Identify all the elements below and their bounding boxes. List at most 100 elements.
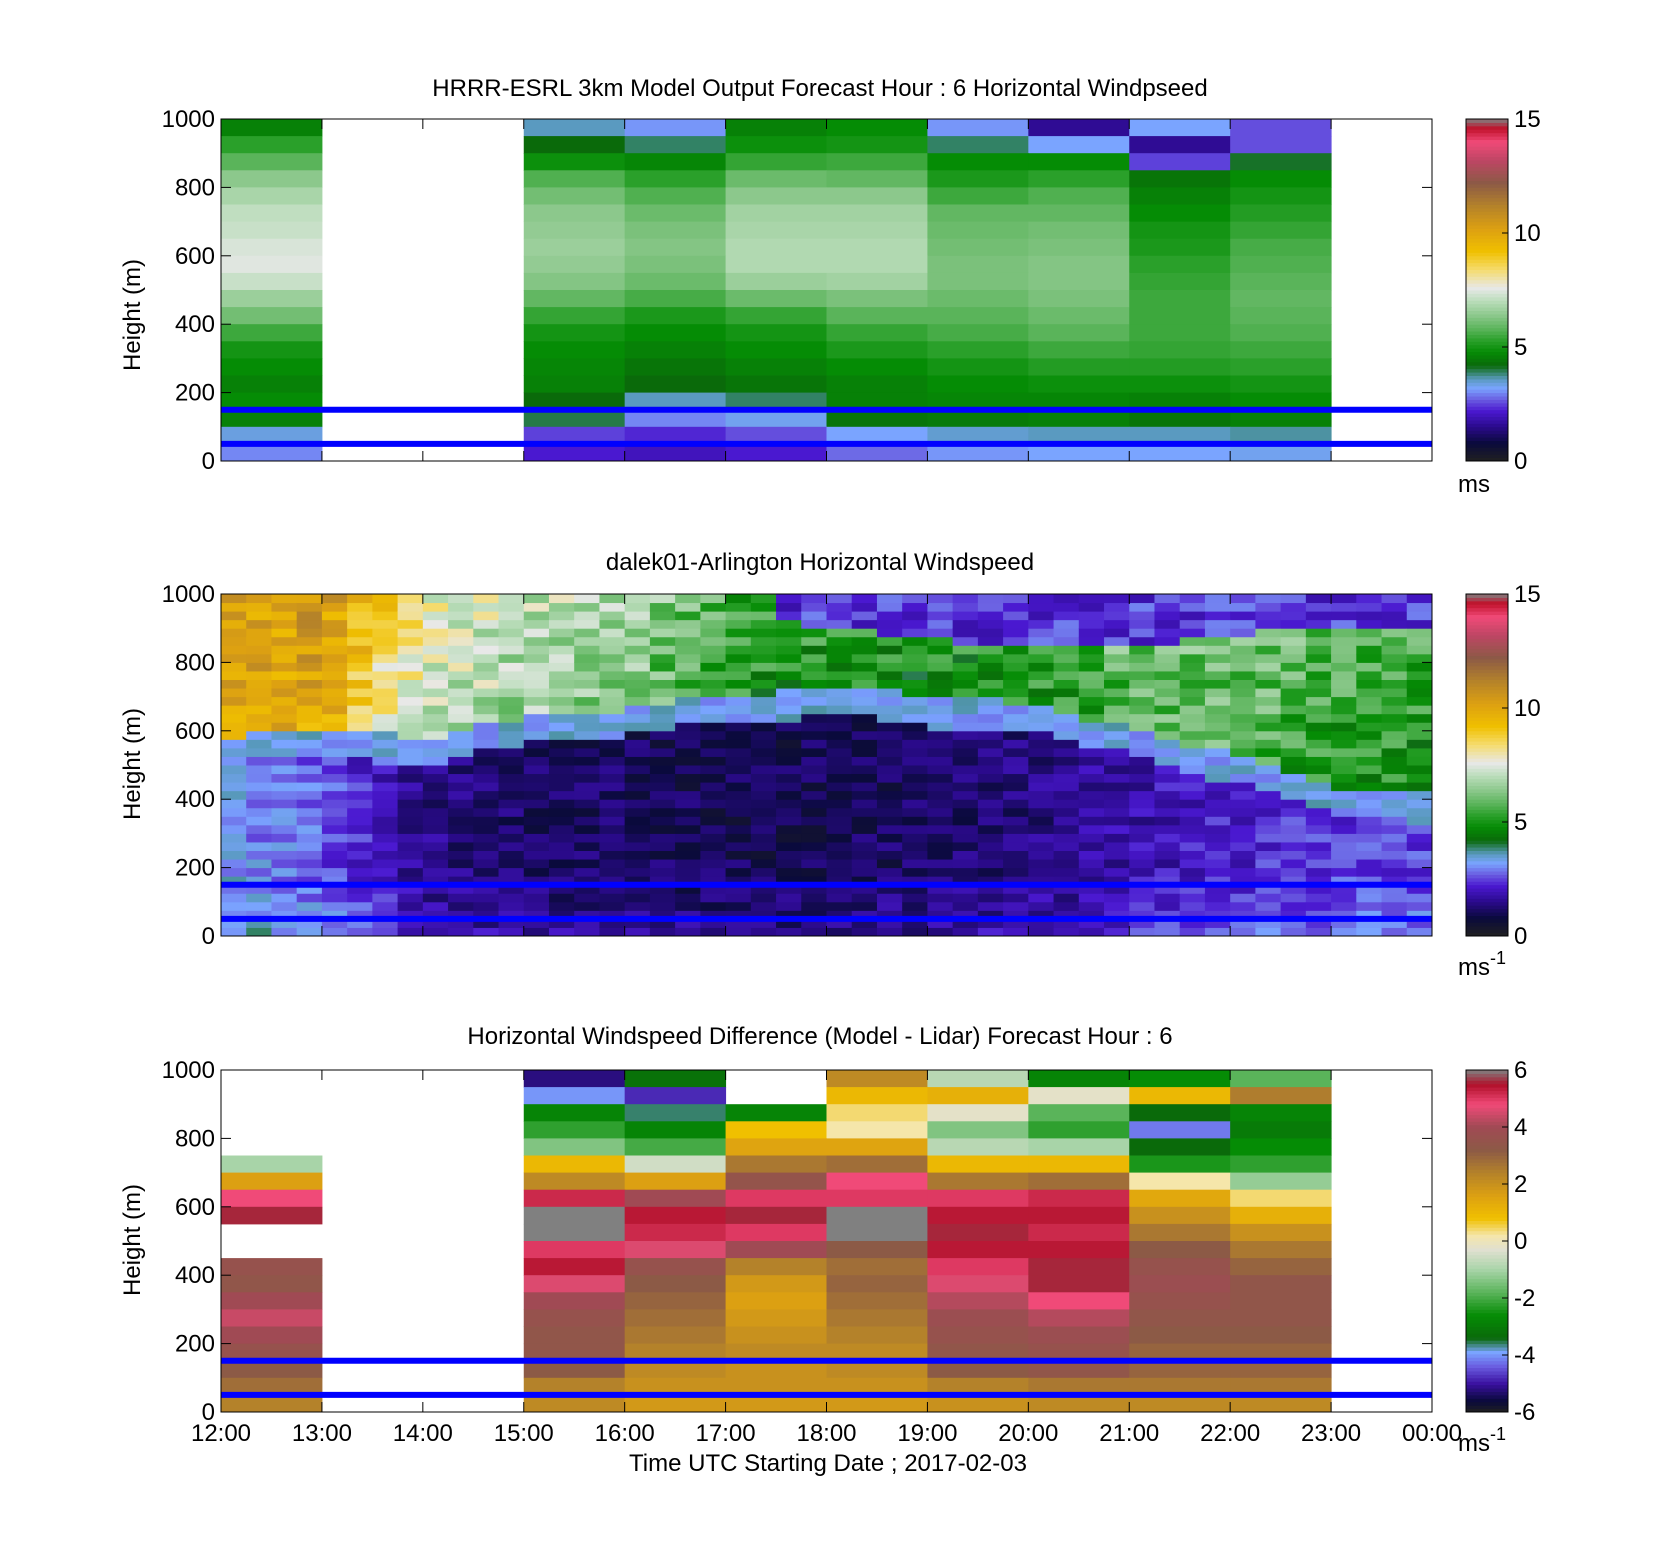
heat-cell: [574, 713, 600, 723]
heat-cell: [902, 705, 928, 715]
heat-cell: [927, 375, 1029, 394]
colorbar-segment: [1466, 211, 1508, 216]
heat-cell: [977, 765, 1004, 775]
heat-cell: [1356, 859, 1383, 869]
heat-cell: [473, 927, 500, 937]
heat-cell: [776, 611, 802, 621]
heat-cell: [271, 747, 298, 757]
heat-cell: [221, 918, 247, 928]
heat-cell: [1028, 1104, 1130, 1122]
heat-cell: [927, 392, 1029, 411]
heat-cell: [422, 705, 449, 715]
heat-cell: [221, 602, 247, 612]
x-tick-label: 00:00: [1402, 1420, 1462, 1447]
heat-cell: [1003, 841, 1029, 851]
heat-cell: [675, 790, 701, 800]
heat-cell: [1406, 602, 1433, 612]
colorbar-segment: [1466, 696, 1508, 701]
heat-cell: [776, 747, 802, 757]
heat-cell: [927, 876, 954, 886]
heat-cell: [1406, 841, 1433, 851]
heat-cell: [372, 901, 399, 911]
heat-cell: [1078, 867, 1105, 877]
heat-cell: [296, 824, 323, 834]
heat-cell: [776, 679, 802, 689]
y-tick-label: 400: [175, 311, 215, 338]
heat-cell: [599, 782, 626, 792]
heat-cell: [347, 636, 373, 646]
colorbar-segment: [1466, 1124, 1508, 1129]
heat-cell: [801, 730, 827, 740]
heat-cell: [624, 1292, 727, 1310]
heat-cell: [548, 850, 575, 860]
heat-cell: [1104, 816, 1130, 826]
heat-cell: [851, 747, 878, 757]
heat-cell: [826, 1189, 928, 1208]
heat-cell: [372, 747, 399, 757]
heat-cell: [221, 324, 323, 342]
heat-cell: [1406, 653, 1433, 663]
heat-cell: [523, 153, 626, 171]
heat-cell: [296, 918, 323, 928]
heat-cell: [624, 756, 651, 766]
heat-cell: [1053, 867, 1080, 877]
heat-cell: [372, 679, 399, 689]
heat-cell: [296, 619, 323, 629]
heat-cell: [776, 739, 802, 749]
colorbar-segment: [1466, 888, 1508, 893]
heat-cell: [523, 833, 550, 843]
heat-cell: [1129, 1104, 1231, 1122]
heat-cell: [1381, 893, 1408, 903]
heat-cell: [927, 850, 954, 860]
heat-cell: [675, 765, 701, 775]
heat-cell: [1381, 918, 1408, 928]
heat-cell: [1179, 722, 1206, 732]
heat-cell: [725, 307, 827, 325]
heat-cell: [347, 730, 373, 740]
colorbar-segment: [1466, 607, 1508, 612]
heat-cell: [1381, 628, 1408, 638]
heat-cell: [1280, 765, 1307, 775]
heat-cell: [826, 1241, 928, 1259]
heat-cell: [1003, 756, 1029, 766]
colorbar-segment: [1466, 812, 1508, 817]
heat-cell: [1280, 790, 1307, 800]
heat-cell: [851, 756, 878, 766]
heat-cell: [725, 884, 752, 894]
colorbar-segment: [1466, 775, 1508, 780]
heat-cell: [1280, 867, 1307, 877]
heat-cell: [801, 645, 827, 655]
heat-cell: [1381, 807, 1408, 817]
heat-cell: [1381, 713, 1408, 723]
heat-cell: [296, 901, 323, 911]
heat-cell: [1053, 893, 1080, 903]
heat-cell: [1154, 662, 1181, 672]
heat-cell: [700, 747, 727, 757]
heat-cell: [1028, 204, 1130, 223]
heat-cell: [1028, 782, 1055, 792]
heat-cell: [1053, 765, 1080, 775]
heat-cell: [801, 867, 827, 877]
heat-cell: [1053, 807, 1080, 817]
colorbar-segment: [1466, 877, 1508, 882]
heat-cell: [700, 867, 727, 877]
heat-cell: [548, 619, 575, 629]
heat-cell: [801, 628, 827, 638]
heat-cell: [1078, 662, 1105, 672]
heat-cell: [1331, 824, 1357, 834]
heat-cell: [246, 730, 272, 740]
heat-cell: [750, 628, 777, 638]
heat-cell: [927, 1223, 1029, 1242]
colorbar-segment: [1466, 693, 1508, 698]
heat-cell: [1053, 628, 1080, 638]
heat-cell: [977, 927, 1004, 937]
heat-cell: [347, 893, 373, 903]
colorbar-segment: [1466, 262, 1508, 267]
colorbar-segment: [1466, 621, 1508, 626]
heat-cell: [448, 747, 474, 757]
heat-cell: [1129, 221, 1231, 240]
heat-cell: [649, 901, 676, 911]
heat-cell: [1053, 773, 1080, 783]
heat-cell: [1230, 324, 1332, 342]
